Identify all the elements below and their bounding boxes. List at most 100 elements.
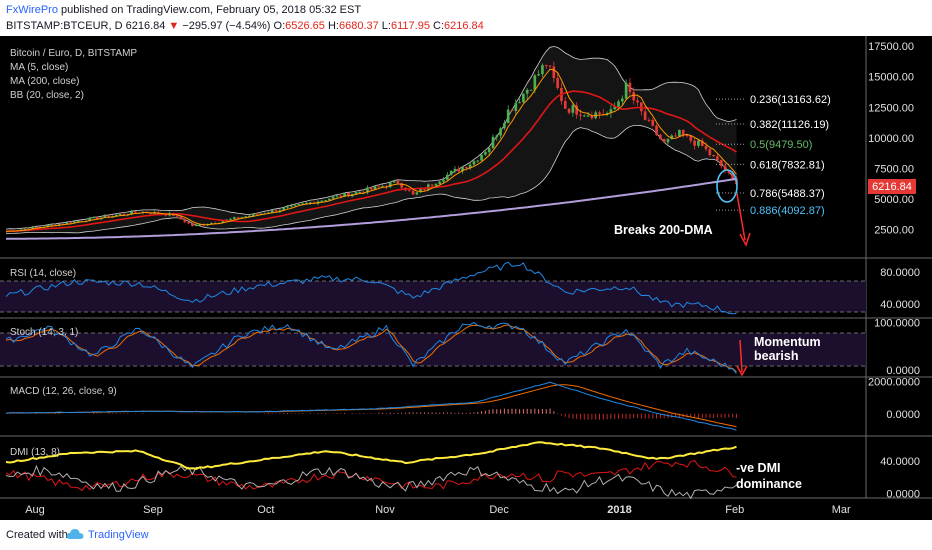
candle-body [495, 135, 499, 137]
fib-level-label[interactable]: 0.886(4092.87) [750, 205, 825, 217]
candle-body [419, 188, 423, 193]
ohlc-open: 6526.65 [285, 20, 325, 32]
candle-body [689, 135, 693, 141]
momentum-arrow-line [739, 339, 743, 373]
tradingview-cloud-icon[interactable] [66, 528, 84, 540]
candle-body [525, 89, 529, 94]
candle-body [693, 140, 696, 146]
candle-body [118, 214, 122, 216]
candle-body [366, 187, 369, 193]
candle-body [704, 145, 708, 150]
candle-body [274, 210, 278, 212]
candle-body [122, 214, 126, 216]
last-price: 6216.84 [125, 20, 166, 32]
time-tick-label: Sep [143, 504, 163, 516]
dmi-pane[interactable]: DMI (13, 8) 40.0000 0.0000 [5, 441, 920, 501]
time-tick-label: Dec [489, 504, 509, 516]
candle-body [522, 93, 525, 103]
price-tick-label: 17500.00 [868, 41, 914, 53]
candle-body [301, 203, 305, 205]
indicator-tick-label: 0.0000 [886, 365, 920, 377]
legend-ma-200[interactable]: MA (200, close) [10, 76, 79, 87]
ohlc-open-label: O: [273, 20, 286, 32]
candle-body [681, 129, 685, 136]
publisher-link[interactable]: FxWirePro [6, 4, 58, 16]
candle-body [183, 219, 187, 223]
candle-body [465, 167, 468, 169]
symbol-line: BITSTAMP:BTCEUR, D 6216.84 ▼ −295.97 (−4… [6, 20, 484, 32]
fib-level-label[interactable]: 0.382(11126.19) [750, 119, 829, 131]
candle-body [331, 196, 335, 199]
publish-line: FxWirePro published on TradingView.com, … [6, 4, 361, 16]
candle-body [339, 195, 343, 197]
candle-body [685, 135, 689, 137]
candle-body [506, 109, 510, 123]
rsi-pane[interactable]: RSI (14, close) 80.0000 40.0000 [0, 261, 920, 315]
candle-body [69, 222, 73, 224]
macd-pane[interactable]: MACD (12, 26, close, 9) 2000.0000 0.0000 [5, 376, 920, 431]
candle-body [107, 215, 111, 218]
trading-chart[interactable]: 0.236(13163.62) 0.382(11126.19) 0.5(9479.5… [0, 36, 932, 520]
candle-body [480, 154, 483, 161]
indicator-tick-label: 40.0000 [880, 299, 920, 311]
indicator-tick-label: 100.0000 [874, 317, 920, 329]
ohlc-high-label: H: [327, 20, 339, 32]
fib-level-label[interactable]: 0.618(7832.81) [750, 159, 825, 171]
stoch-k-line [5, 321, 737, 374]
candle-body [636, 100, 639, 103]
legend-bb[interactable]: BB (20, close, 2) [10, 90, 84, 101]
dmi-adx-line [5, 441, 737, 470]
candle-body [179, 215, 183, 220]
candle-body [624, 82, 628, 99]
dmi-plus-line [5, 464, 737, 500]
fib-level-label[interactable]: 0.786(5488.37) [750, 188, 825, 200]
candle-body [221, 221, 225, 223]
candle-body [476, 160, 480, 162]
rsi-band-fill [0, 281, 866, 312]
candle-body [23, 228, 27, 230]
price-tick-label: 12500.00 [868, 102, 914, 114]
candle-body [491, 136, 495, 149]
candle-body [278, 210, 282, 212]
candle-body [719, 160, 723, 166]
candle-body [579, 114, 582, 116]
price-tick-label: 7500.00 [874, 163, 914, 175]
candle-body [328, 198, 331, 201]
candle-body [697, 140, 700, 146]
price-tick-label: 2500.00 [874, 225, 914, 237]
legend-ma-5[interactable]: MA (5, close) [10, 62, 68, 73]
fib-level-label[interactable]: 0.5(9479.50) [750, 139, 812, 151]
time-axis[interactable]: Aug Sep Oct Nov Dec 2018 Feb Mar [25, 504, 851, 516]
candle-body [640, 102, 643, 112]
candle-body [95, 217, 99, 220]
tradingview-link[interactable]: TradingView [88, 529, 149, 541]
stoch-pane[interactable]: Stoch (14, 3, 1) 100.0000 0.0000 [0, 317, 920, 377]
candle-body [411, 190, 415, 195]
fib-level-label[interactable]: 0.236(13163.62) [750, 94, 831, 106]
main-price-axis[interactable]: 17500.00 15000.00 12500.00 10000.00 7500.00 5… [868, 41, 914, 236]
candle-body [655, 125, 658, 135]
candle-body [552, 66, 556, 79]
candle-body [628, 82, 632, 93]
candle-body [484, 152, 487, 155]
candle-body [31, 226, 34, 230]
dmi-title: DMI (13, 8) [10, 447, 60, 458]
fibonacci-levels[interactable]: 0.236(13163.62) 0.382(11126.19) 0.5(9479.5… [716, 94, 831, 217]
ma-5-line [5, 68, 737, 232]
main-pane[interactable]: 0.236(13163.62) 0.382(11126.19) 0.5(9479.5… [5, 41, 916, 247]
candle-body [678, 129, 681, 137]
candle-body [35, 226, 38, 228]
ohlc-close-label: C: [433, 20, 444, 32]
price-tick-label: 10000.00 [868, 133, 914, 145]
macd-line [5, 381, 737, 431]
candle-body [529, 89, 533, 91]
candle-body [434, 184, 438, 186]
candle-body [643, 111, 647, 120]
time-tick-label: Aug [25, 504, 45, 516]
time-tick-label: Feb [725, 504, 744, 516]
publish-header: FxWirePro published on TradingView.com, … [0, 0, 932, 36]
candle-body [92, 217, 95, 219]
candle-body [50, 224, 53, 226]
last-price-tag [868, 179, 916, 194]
candle-body [609, 109, 613, 113]
